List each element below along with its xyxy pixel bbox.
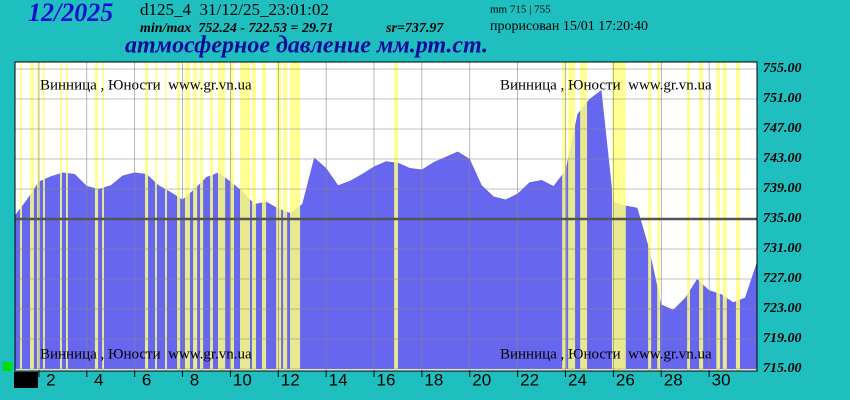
highlight-band: [59, 62, 62, 371]
y-tick-label: 719.00: [763, 331, 802, 346]
corner-box: [14, 372, 38, 388]
y-tick-label: 727.00: [763, 271, 802, 286]
highlight-band: [37, 62, 40, 371]
watermark: Винница , Юности www.gr.vn.ua: [500, 346, 712, 362]
x-tick-label: 8: [190, 370, 199, 389]
y-tick-label: 755.00: [763, 61, 802, 76]
x-tick-label: 6: [142, 370, 151, 389]
highlight-band: [65, 62, 68, 371]
y-tick-label: 715.00: [763, 361, 802, 376]
highlight-band: [611, 62, 626, 371]
highlight-band: [394, 62, 398, 371]
x-tick-label: 20: [472, 370, 491, 389]
chart-title: атмосферное давление мм.рт.ст.: [125, 33, 488, 59]
highlight-band: [144, 62, 149, 371]
highlight-band: [580, 62, 588, 371]
x-tick-label: 30: [712, 370, 731, 389]
highlight-band: [735, 62, 741, 371]
highlight-band: [716, 62, 721, 371]
highlight-band: [568, 62, 576, 371]
highlight-band: [699, 62, 704, 371]
highlight-band: [251, 62, 257, 371]
y-tick-label: 731.00: [763, 241, 802, 256]
y-tick-label: 751.00: [763, 91, 802, 106]
highlight-band: [276, 62, 282, 371]
highlight-band: [229, 62, 235, 371]
period: 12/2025: [28, 0, 113, 27]
highlight-band: [165, 62, 167, 371]
highlight-band: [94, 62, 99, 371]
y-tick-label: 735.00: [763, 211, 802, 226]
minmax: min/max 752.24 - 722.53 = 29.71: [140, 21, 333, 36]
x-tick-label: 26: [616, 370, 635, 389]
highlight-band: [102, 62, 105, 371]
highlight-band: [20, 62, 22, 371]
x-tick-label: 4: [94, 370, 103, 389]
average: sr=737.97: [385, 21, 444, 36]
highlight-band: [200, 62, 204, 371]
watermark: Винница , Юности www.gr.vn.ua: [40, 346, 252, 362]
highlight-band: [184, 62, 190, 371]
highlight-band: [687, 62, 690, 371]
x-tick-label: 10: [233, 370, 252, 389]
highlight-band: [210, 62, 213, 371]
highlight-band: [283, 62, 288, 371]
highlight-band: [193, 62, 198, 371]
highlight-band: [648, 62, 652, 371]
status-square: [3, 362, 12, 371]
y-tick-label: 723.00: [763, 301, 802, 316]
x-tick-label: 24: [568, 370, 587, 389]
watermark: Винница , Юности www.gr.vn.ua: [40, 77, 252, 93]
x-tick-label: 2: [46, 370, 55, 389]
highlight-band: [177, 62, 181, 371]
highlight-band: [217, 62, 226, 371]
x-tick-label: 16: [377, 370, 396, 389]
highlight-band: [155, 62, 157, 371]
x-tick-label: 14: [329, 370, 348, 389]
y-tick-label: 747.00: [763, 121, 802, 136]
drawn-time: прорисован 15/01 17:20:40: [490, 19, 648, 34]
highlight-band: [239, 62, 251, 371]
y-tick-label: 739.00: [763, 181, 802, 196]
x-tick-label: 22: [520, 370, 539, 389]
highlight-band: [262, 62, 267, 371]
highlight-band: [30, 62, 34, 371]
highlight-band: [43, 62, 45, 371]
y-tick-label: 743.00: [763, 151, 802, 166]
x-tick-label: 28: [664, 370, 683, 389]
range-note: mm 715 | 755: [490, 4, 551, 16]
highlight-band: [290, 62, 301, 371]
plot-frame: [14, 61, 758, 372]
station-stamp: d125_4 31/12/25_23:01:02: [140, 0, 329, 19]
x-tick-label: 12: [281, 370, 300, 389]
plot-layer: [15, 62, 757, 371]
watermark: Винница , Юности www.gr.vn.ua: [500, 77, 712, 93]
x-tick-label: 18: [424, 370, 443, 389]
highlight-band: [562, 62, 567, 371]
highlight-band: [722, 62, 727, 371]
highlight-band: [657, 62, 661, 371]
